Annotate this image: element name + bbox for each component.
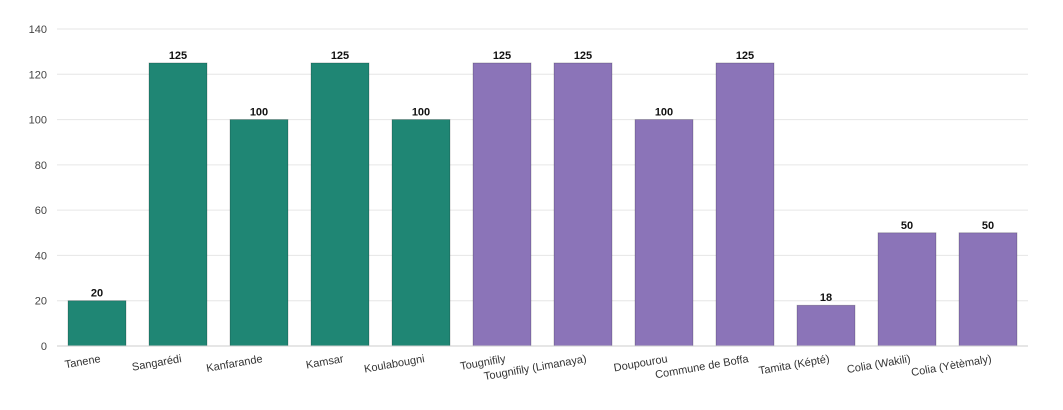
bars bbox=[67, 62, 1018, 347]
data-label: 20 bbox=[91, 288, 103, 300]
bar bbox=[472, 62, 532, 347]
data-label: 100 bbox=[655, 107, 673, 119]
x-tick-label: Tanene bbox=[64, 353, 102, 371]
bar bbox=[553, 62, 613, 347]
data-label: 125 bbox=[331, 50, 349, 62]
bar bbox=[391, 119, 451, 347]
x-tick-label: Kamsar bbox=[305, 353, 345, 371]
bar bbox=[229, 119, 289, 347]
y-tick-label: 40 bbox=[35, 250, 47, 262]
bar bbox=[958, 232, 1018, 347]
x-tick-label: Koulabougni bbox=[363, 353, 425, 375]
x-tick-label: Sangarédi bbox=[131, 353, 182, 374]
bar bbox=[796, 304, 856, 347]
gridlines bbox=[57, 28, 1028, 302]
y-tick-label: 20 bbox=[35, 296, 47, 308]
data-label: 100 bbox=[250, 107, 268, 119]
y-tick-label: 80 bbox=[35, 160, 47, 172]
x-tick-label: Colia (Wakili) bbox=[846, 353, 911, 376]
bar bbox=[634, 119, 694, 347]
x-tick-label: Kanfarande bbox=[205, 353, 263, 375]
x-tick-label: Tamita (Képté) bbox=[758, 353, 831, 377]
y-tick-label: 140 bbox=[29, 24, 47, 36]
data-label: 125 bbox=[169, 50, 187, 62]
y-tick-label: 0 bbox=[41, 341, 47, 353]
bar bbox=[310, 62, 370, 347]
data-label: 125 bbox=[736, 50, 754, 62]
x-axis-labels: Tanene Sangarédi Kanfarande Kamsar Koulaboug… bbox=[64, 353, 993, 383]
bar bbox=[148, 62, 208, 347]
data-label: 125 bbox=[493, 50, 511, 62]
y-tick-label: 120 bbox=[29, 69, 47, 81]
x-tick-label: Commune de Boffa bbox=[654, 353, 750, 381]
data-label: 100 bbox=[412, 107, 430, 119]
data-label: 50 bbox=[901, 220, 913, 232]
bar bbox=[877, 232, 937, 347]
data-label: 125 bbox=[574, 50, 592, 62]
bar bbox=[67, 300, 127, 347]
data-label: 18 bbox=[820, 292, 832, 304]
y-axis-ticks: 0 20 40 60 80 100 120 140 bbox=[29, 24, 47, 353]
data-label: 50 bbox=[982, 220, 994, 232]
x-tick-label: Colia (Yètèmaly) bbox=[910, 353, 992, 379]
bar bbox=[715, 62, 775, 347]
y-tick-label: 60 bbox=[35, 205, 47, 217]
data-labels: 20 125 100 125 100 125 125 100 125 18 50 50 bbox=[91, 50, 994, 304]
y-tick-label: 100 bbox=[29, 115, 47, 127]
